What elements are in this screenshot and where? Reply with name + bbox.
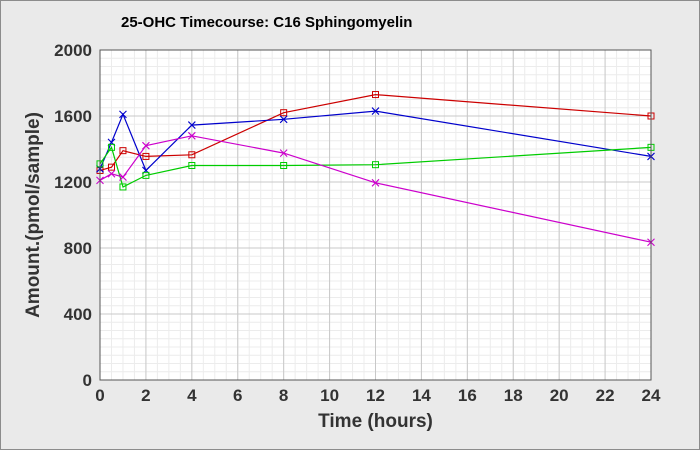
data-point-stroke (187, 121, 196, 129)
series-line (99, 146, 652, 188)
y-tick-label: 2000 (54, 41, 92, 60)
data-point (107, 163, 115, 171)
data-point (119, 173, 127, 181)
y-axis-title: Amount.(pmol/sample) (23, 112, 44, 318)
data-point-stroke (187, 131, 196, 140)
y-tick-label: 400 (64, 305, 92, 324)
data-point (119, 183, 127, 191)
chart-title: 25-OHC Timecourse: C16 Sphingomyelin (121, 14, 412, 31)
x-tick-label: 12 (366, 386, 385, 405)
data-point (279, 149, 288, 158)
data-point (372, 161, 379, 169)
x-tick-label: 6 (233, 386, 242, 405)
x-tick-label: 4 (187, 386, 197, 405)
data-point (188, 151, 196, 159)
data-point (187, 121, 196, 129)
data-point (280, 162, 288, 169)
data-point-stroke (371, 178, 380, 187)
plot-border (99, 49, 652, 381)
data-point-stroke (279, 149, 288, 158)
data-point (188, 162, 196, 169)
x-tick-label: 0 (95, 386, 104, 405)
x-tick-label: 24 (642, 386, 661, 405)
x-tick-label: 18 (504, 386, 523, 405)
x-tick-label: 10 (320, 386, 339, 405)
x-axis-title: Time (hours) (318, 411, 433, 432)
data-point (279, 115, 288, 124)
y-tick-label: 1600 (54, 107, 92, 126)
y-tick-label: 800 (64, 239, 92, 258)
data-point-stroke (119, 110, 127, 119)
data-point (119, 110, 127, 119)
x-tick-label: 2 (141, 386, 150, 405)
data-point-stroke (107, 169, 116, 178)
data-point (142, 141, 150, 150)
y-tick-label: 1200 (54, 173, 92, 192)
data-point-stroke (142, 141, 150, 150)
data-point (371, 178, 380, 187)
x-tick-label: 20 (550, 386, 569, 405)
data-point (280, 109, 288, 117)
series-line (99, 110, 652, 172)
data-point-stroke (279, 115, 288, 124)
data-point (142, 152, 150, 160)
data-point (119, 147, 127, 155)
data-point (372, 91, 379, 99)
x-tick-label: 8 (279, 386, 288, 405)
data-point (107, 169, 116, 178)
x-tick-label: 16 (458, 386, 477, 405)
data-point-stroke (371, 107, 380, 115)
data-point (142, 171, 150, 179)
x-tick-label: 14 (412, 386, 431, 405)
data-point (371, 107, 380, 115)
data-point (187, 131, 196, 140)
series-4 (96, 131, 655, 247)
y-tick-label: 0 (83, 371, 92, 390)
series-line (99, 135, 652, 243)
data-point-stroke (119, 173, 127, 181)
x-tick-label: 22 (596, 386, 615, 405)
data-point (107, 143, 115, 151)
